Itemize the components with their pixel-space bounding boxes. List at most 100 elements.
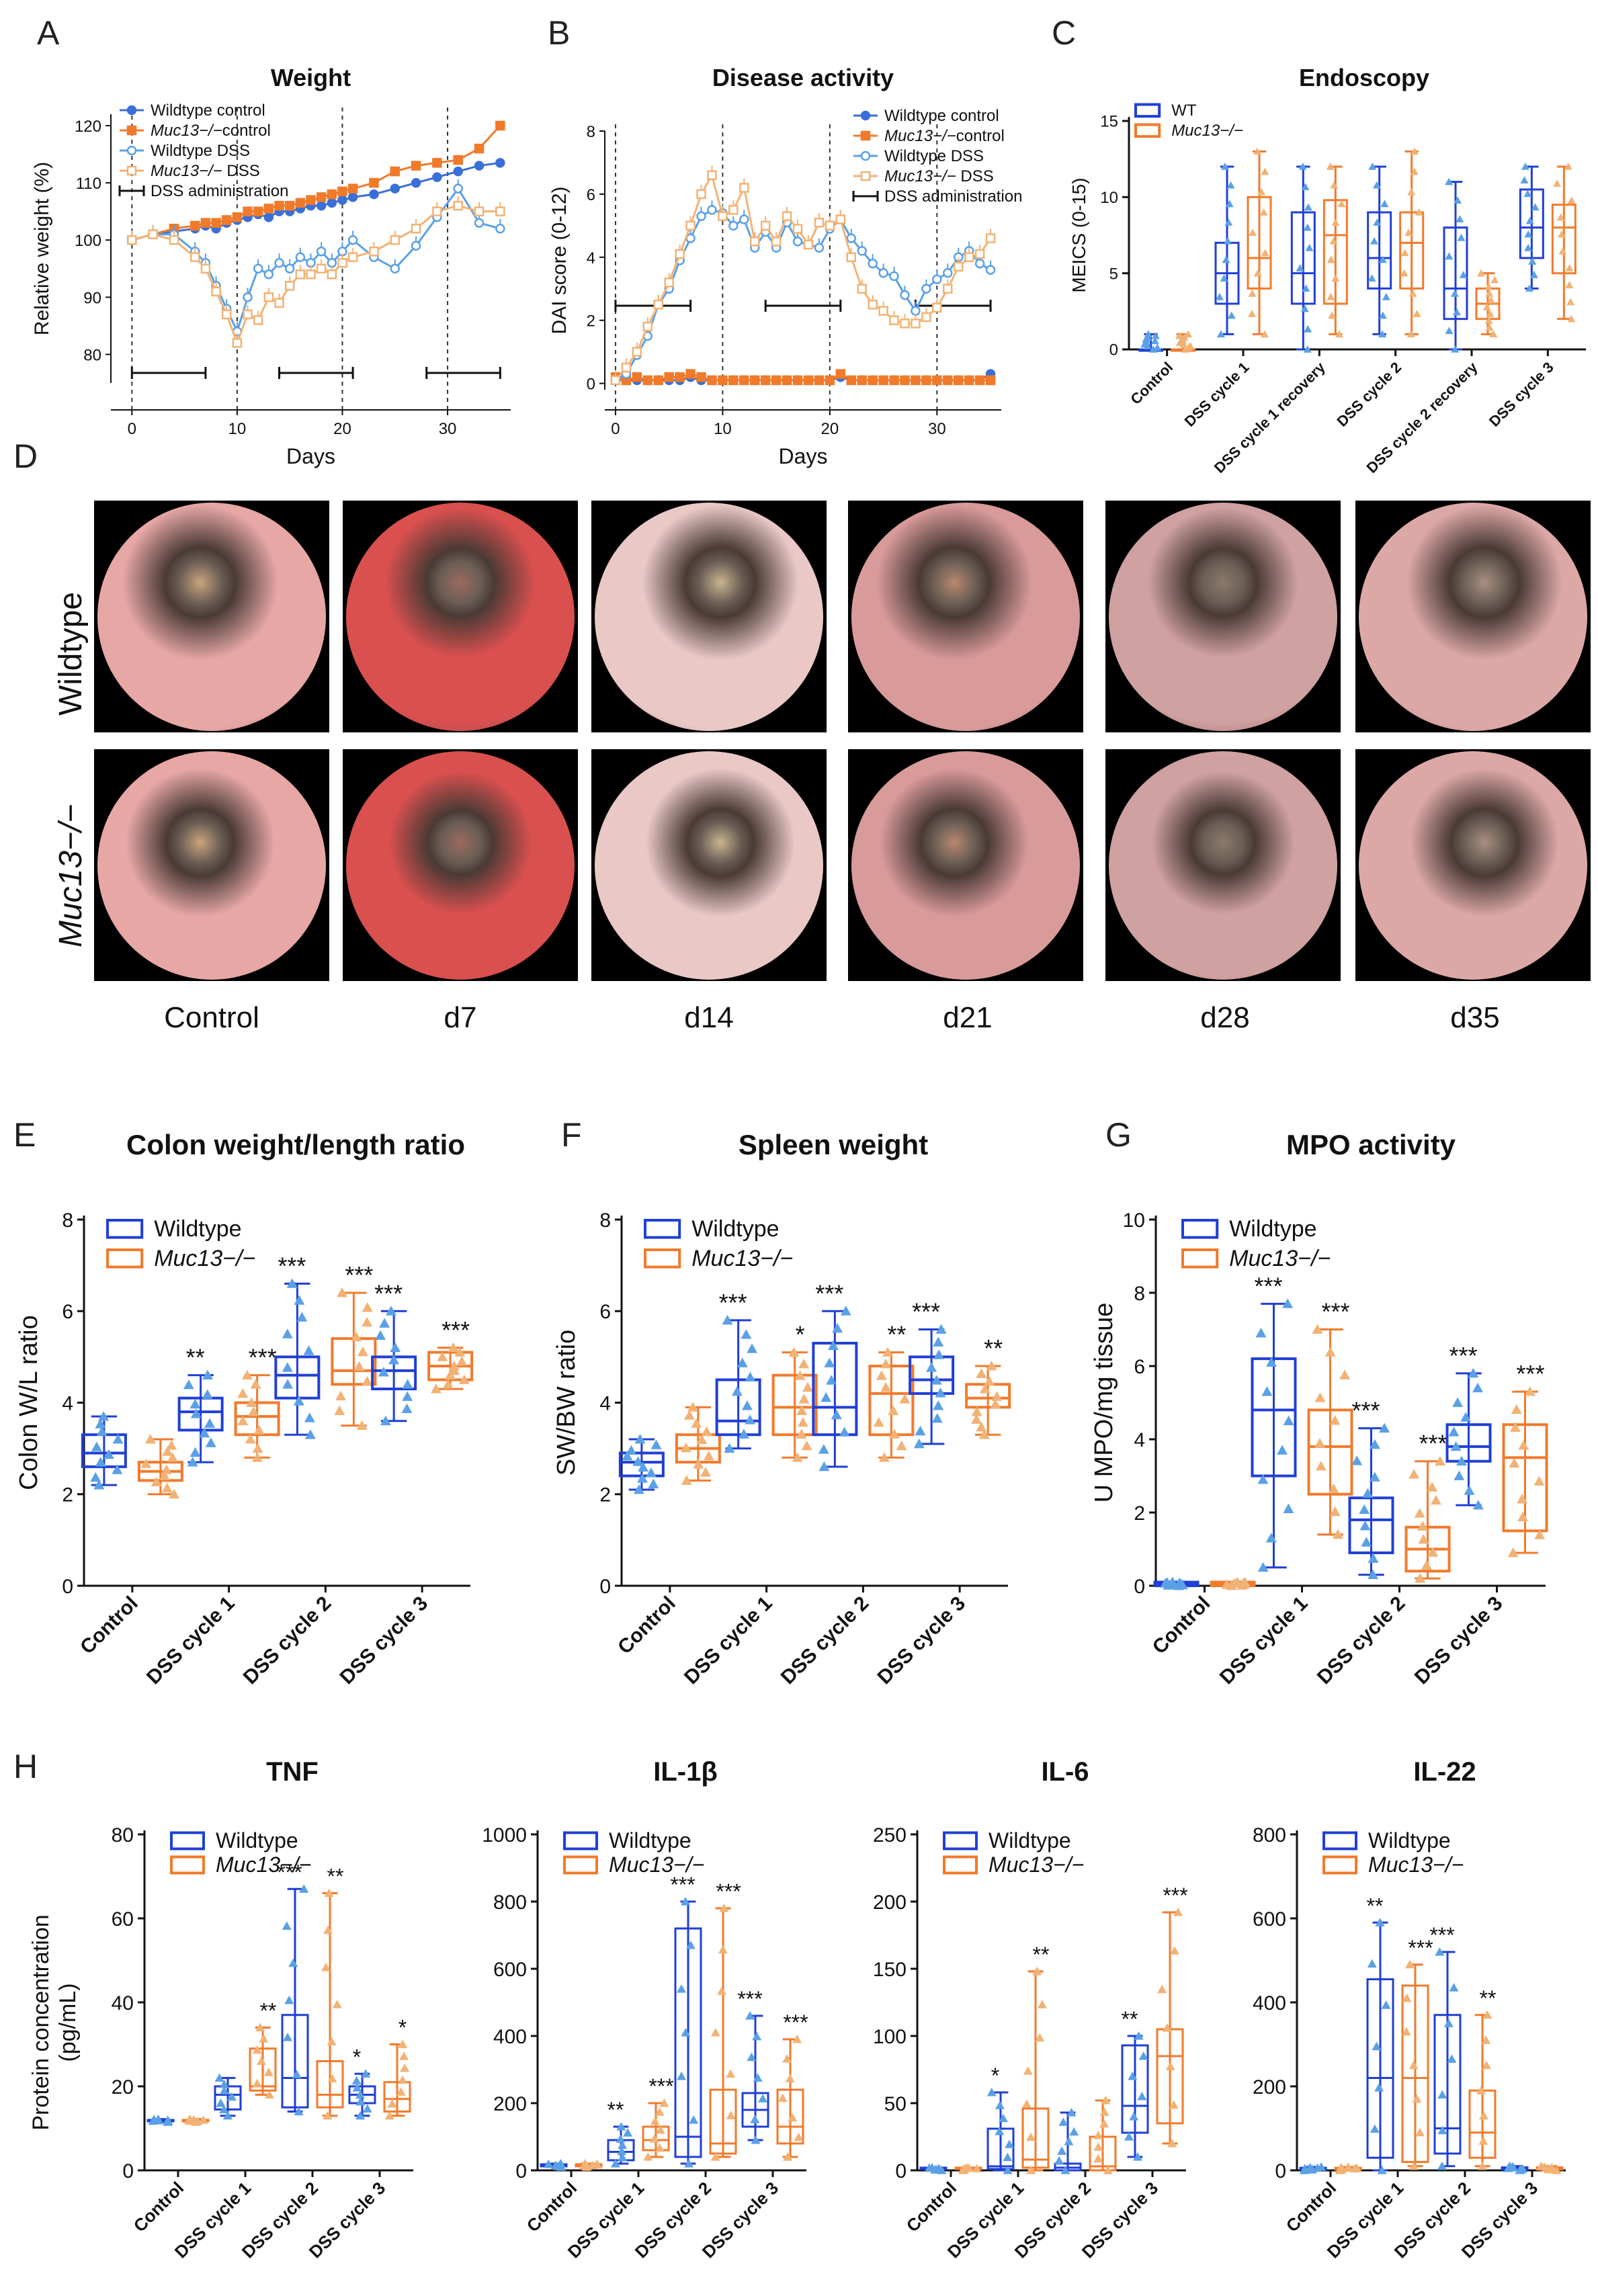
legend-marker xyxy=(860,171,871,181)
data-point xyxy=(1558,247,1567,255)
y-tick-label: 6 xyxy=(1134,1356,1145,1378)
data-point xyxy=(976,1368,987,1378)
data-point xyxy=(1216,330,1225,338)
data-point xyxy=(1449,1983,1459,1992)
data-point xyxy=(703,1450,714,1461)
data-point xyxy=(935,1388,946,1398)
data-point xyxy=(411,241,421,251)
data-point xyxy=(1378,311,1387,319)
legend-label: Muc13−/− xyxy=(154,1246,255,1271)
data-point xyxy=(316,192,327,202)
legend-label: Wildtype xyxy=(154,1216,241,1242)
data-point xyxy=(1565,264,1574,271)
data-point xyxy=(788,2113,798,2122)
legend-label: DSS administration xyxy=(884,187,1022,206)
data-point xyxy=(685,1941,696,1949)
data-point xyxy=(140,1458,152,1468)
data-point xyxy=(1523,189,1532,198)
chart-title: IL-1β xyxy=(653,1757,718,1787)
data-point xyxy=(1452,308,1461,316)
data-point xyxy=(1257,1474,1269,1484)
data-point xyxy=(974,249,985,259)
data-point xyxy=(653,375,663,386)
data-point xyxy=(1524,243,1533,251)
legend-swatch xyxy=(943,1855,978,1875)
data-point xyxy=(722,1314,733,1325)
y-tick-label: 6 xyxy=(599,1301,611,1323)
data-point xyxy=(650,1439,662,1449)
data-point xyxy=(632,1456,644,1466)
legend-label: Wildtype DSS xyxy=(884,147,984,165)
col-label-d14: d14 xyxy=(684,1001,734,1034)
data-point xyxy=(1410,167,1419,175)
colon-lumen xyxy=(97,503,326,731)
data-point xyxy=(1404,228,1413,237)
data-point xyxy=(752,2031,762,2041)
y-tick-label: 100 xyxy=(75,232,101,250)
legend-label: Wildtype xyxy=(609,1828,691,1853)
legend-swatch xyxy=(644,1219,681,1239)
legend-label: DSS administration xyxy=(151,182,288,200)
data-point xyxy=(1314,1438,1326,1448)
data-point xyxy=(355,2111,366,2120)
data-point xyxy=(1232,1576,1243,1586)
data-point xyxy=(187,1457,198,1467)
significance-stars: ** xyxy=(327,1865,344,1889)
data-point xyxy=(913,1438,925,1449)
data-point xyxy=(304,1412,315,1422)
legend-label: Wildtype control xyxy=(151,101,265,120)
data-point xyxy=(1454,1470,1465,1480)
data-point xyxy=(626,1445,637,1455)
data-point xyxy=(282,1362,293,1372)
data-point xyxy=(659,2098,669,2107)
x-tick-label: 20 xyxy=(821,420,839,438)
data-point xyxy=(495,120,505,131)
data-point xyxy=(256,2056,266,2066)
data-point xyxy=(252,1443,263,1453)
data-point xyxy=(282,1328,293,1338)
legend-swatch xyxy=(1134,103,1161,118)
data-point xyxy=(1253,147,1261,155)
data-point xyxy=(253,263,263,274)
significance-stars: ** xyxy=(984,1334,1003,1362)
data-point xyxy=(1315,1460,1327,1471)
data-point xyxy=(1414,1508,1425,1518)
data-point xyxy=(284,1995,294,2004)
data-point xyxy=(1257,1562,1269,1572)
data-point xyxy=(832,1322,843,1333)
y-tick-label: 150 xyxy=(873,1959,907,1981)
data-point xyxy=(1224,218,1233,226)
colon-lumen xyxy=(1109,751,1337,980)
data-point xyxy=(1248,310,1257,317)
data-point xyxy=(1477,269,1486,277)
data-point xyxy=(1553,179,1562,187)
data-point xyxy=(1138,2051,1148,2060)
data-point xyxy=(93,1480,105,1490)
data-point xyxy=(263,212,274,222)
data-point xyxy=(972,2164,982,2172)
legend-label: Muc13−/− xyxy=(989,1853,1084,1877)
data-point xyxy=(1137,2092,1147,2100)
data-point xyxy=(1529,271,1538,278)
data-point xyxy=(153,2114,163,2123)
data-point xyxy=(882,1347,894,1357)
data-point xyxy=(687,1402,699,1412)
y-tick-label: 600 xyxy=(493,1959,527,1981)
data-point xyxy=(1369,1472,1380,1482)
data-point xyxy=(448,1361,460,1371)
endoscopy-image-wildtype-d35 xyxy=(1355,501,1591,732)
y-axis-title: Protein concentration xyxy=(28,1914,54,2130)
data-point xyxy=(1489,330,1498,338)
data-point xyxy=(680,1442,691,1453)
significance-stars: *** xyxy=(1408,1936,1433,1960)
data-point xyxy=(1026,2166,1036,2174)
data-point xyxy=(1567,196,1576,204)
data-point xyxy=(986,1361,997,1371)
x-tick-label: DSS cycle 1 xyxy=(142,1592,239,1689)
data-point xyxy=(991,1391,1003,1401)
data-point xyxy=(282,1921,292,1930)
panel-label-b: B xyxy=(548,14,571,52)
data-point xyxy=(432,172,442,182)
row-label-wildtype: Wildtype xyxy=(53,591,89,716)
